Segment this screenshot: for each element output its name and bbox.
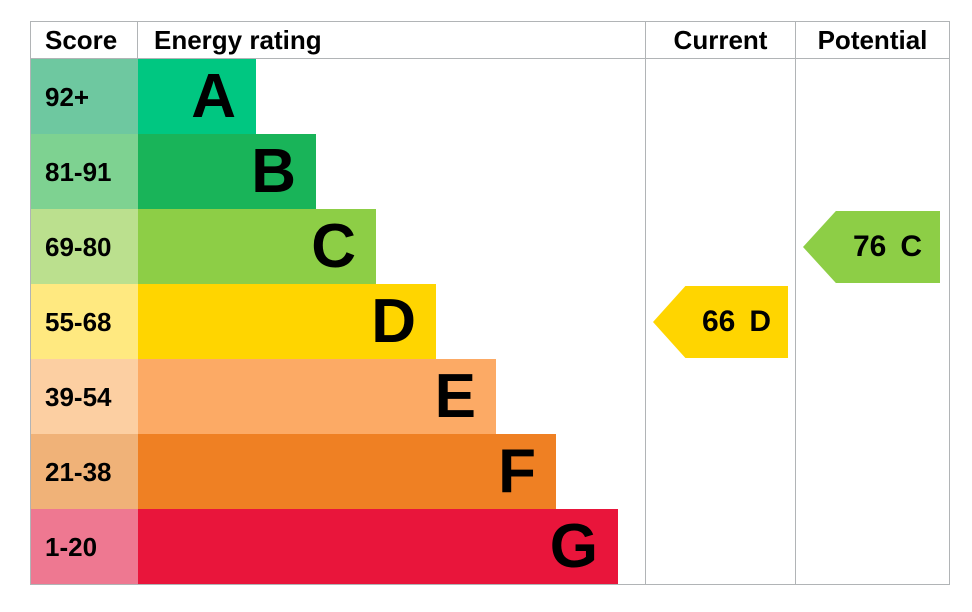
band-letter: F [498, 436, 536, 506]
band-letter: D [371, 286, 416, 356]
band-bar: E [138, 359, 496, 434]
band-row-b: 81-91 B [31, 134, 949, 209]
potential-rating-band: C [900, 230, 923, 263]
band-bar: C [138, 209, 376, 284]
band-row-d: 55-68 D [31, 284, 949, 359]
band-bar: D [138, 284, 436, 359]
score-range-label: 1-20 [31, 509, 138, 584]
score-range-label: 55-68 [31, 284, 138, 359]
band-row-g: 1-20 G [31, 509, 949, 584]
current-rating-band: D [749, 305, 772, 338]
band-letter: E [434, 361, 476, 431]
header-score: Score [31, 22, 138, 58]
epc-rating-chart: Score Energy rating Current Potential 92… [30, 21, 950, 585]
band-row-f: 21-38 F [31, 434, 949, 509]
band-letter: G [549, 511, 598, 581]
band-bar: G [138, 509, 618, 584]
score-range-label: 21-38 [31, 434, 138, 509]
potential-rating-value: 76 [852, 230, 887, 263]
band-letter: A [191, 61, 236, 131]
header-potential: Potential [817, 25, 928, 55]
band-letter: C [311, 211, 356, 281]
current-rating-value: 66 [701, 305, 736, 338]
potential-rating-arrow: 76 C [803, 211, 940, 283]
band-row-a: 92+ A [31, 59, 949, 134]
score-range-label: 92+ [31, 59, 138, 134]
band-letter: B [251, 136, 296, 206]
band-row-e: 39-54 E [31, 359, 949, 434]
band-bar: F [138, 434, 556, 509]
header-energy-rating: Energy rating [138, 22, 646, 58]
band-bar: A [138, 59, 256, 134]
score-range-label: 69-80 [31, 209, 138, 284]
band-row-c: 69-80 C [31, 209, 949, 284]
current-rating-arrow: 66 D [653, 286, 788, 358]
score-range-label: 81-91 [31, 134, 138, 209]
band-bar: B [138, 134, 316, 209]
current-column-divider [645, 59, 646, 584]
header-current: Current [646, 22, 796, 58]
score-range-label: 39-54 [31, 359, 138, 434]
chart-header-row: Score Energy rating Current Potential [31, 22, 949, 59]
chart-body: 92+ A 81-91 B 69-80 C 55-68 D 39-54 [31, 59, 949, 584]
potential-column-divider [795, 59, 796, 584]
